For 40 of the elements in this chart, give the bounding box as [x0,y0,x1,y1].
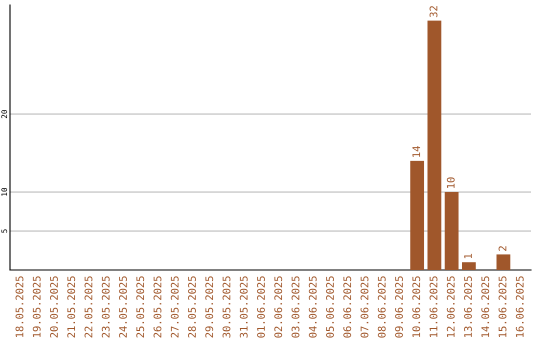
x-tick-label: 01.06.2025 [257,276,265,338]
x-tick-label: 10.06.2025 [412,276,420,338]
bar [427,20,442,270]
x-tick-label: 19.05.2025 [32,276,41,338]
x-tick-label: 26.05.2025 [154,276,162,338]
x-tick-label: 07.06.2025 [360,276,368,338]
x-tick-label: 22.05.2025 [84,276,92,338]
x-tick-label: 05.06.2025 [326,276,334,338]
data-label: 10 [446,177,455,188]
bar [462,262,476,270]
x-tick-label: 21.05.2025 [67,276,76,338]
x-tick-label: 27.05.2025 [170,276,179,338]
data-label: 1 [464,254,472,258]
x-tick-label: 18.05.2025 [16,276,24,338]
bar [496,254,510,270]
x-tick-label: 20.05.2025 [50,276,58,338]
x-tick-label: 31.05.2025 [240,276,248,338]
x-tick-label: 25.05.2025 [136,276,144,338]
data-label: 14 [412,146,420,157]
x-tick-label: 13.06.2025 [464,276,472,338]
x-tick-label: 23.05.2025 [102,276,110,338]
x-tick-label: 09.06.2025 [395,276,403,338]
x-tick-label: 30.05.2025 [222,276,230,338]
x-tick-label: 12.06.2025 [446,276,455,338]
x-tick-label: 08.06.2025 [378,276,386,338]
x-tick-label: 03.06.2025 [292,276,300,338]
x-tick-label: 06.06.2025 [343,276,352,338]
x-tick-label: 28.05.2025 [188,276,196,338]
x-tick-label: 04.06.2025 [308,276,317,338]
x-tick-label: 15.06.2025 [498,276,506,338]
data-label: 32 [430,6,438,18]
x-tick-label: 02.06.2025 [274,276,282,338]
data-label: 2 [498,246,506,251]
x-tick-label: 14.06.2025 [481,276,490,338]
x-tick-label: 16.06.2025 [516,276,524,338]
x-tick-label: 24.05.2025 [119,276,127,338]
bar [410,160,424,270]
x-tick-label: 11.06.2025 [430,276,438,338]
bar [444,192,459,270]
x-tick-label: 29.05.2025 [205,276,214,338]
